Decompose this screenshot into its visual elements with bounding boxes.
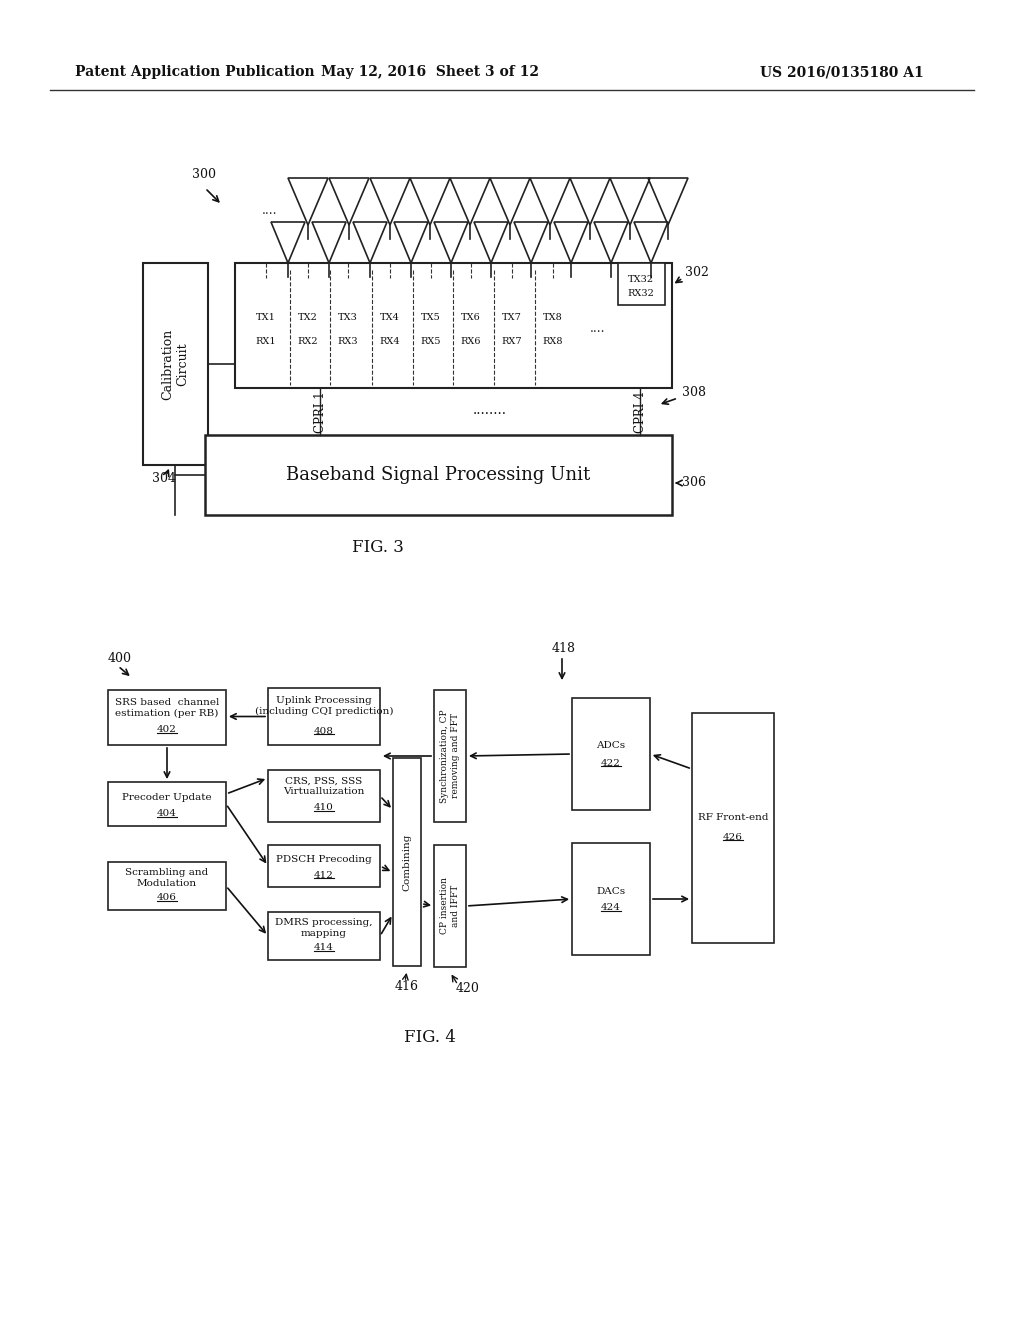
Text: TX5: TX5 [421,314,441,322]
Text: CRS, PSS, SSS
Virtualluization: CRS, PSS, SSS Virtualluization [284,776,365,796]
FancyBboxPatch shape [108,862,226,909]
FancyBboxPatch shape [434,690,466,822]
FancyBboxPatch shape [234,263,672,388]
FancyBboxPatch shape [393,758,421,966]
Text: RX32: RX32 [628,289,654,297]
Text: 412: 412 [314,870,334,879]
Text: 426: 426 [723,833,743,842]
Text: CPRI 1: CPRI 1 [313,391,327,433]
Text: RX3: RX3 [338,338,358,346]
Text: Baseband Signal Processing Unit: Baseband Signal Processing Unit [286,466,590,484]
FancyBboxPatch shape [572,698,650,810]
Text: 308: 308 [682,387,706,400]
Text: 414: 414 [314,944,334,953]
Text: 424: 424 [601,903,621,912]
Text: 300: 300 [193,169,216,181]
Text: ....: .... [262,203,278,216]
Text: FIG. 4: FIG. 4 [404,1030,456,1047]
FancyBboxPatch shape [268,688,380,744]
Text: TX2: TX2 [298,314,317,322]
FancyBboxPatch shape [572,843,650,954]
Text: RX2: RX2 [298,338,318,346]
Text: SRS based  channel
estimation (per RB): SRS based channel estimation (per RB) [115,698,219,718]
Text: 404: 404 [157,809,177,818]
Text: ADCs: ADCs [596,742,626,751]
Text: 306: 306 [682,477,706,490]
Text: TX3: TX3 [338,314,358,322]
Text: US 2016/0135180 A1: US 2016/0135180 A1 [760,65,924,79]
FancyBboxPatch shape [205,436,672,515]
Text: Scrambling and
Modulation: Scrambling and Modulation [125,869,209,887]
Text: PDSCH Precoding: PDSCH Precoding [276,854,372,863]
Text: 400: 400 [108,652,132,664]
Text: TX7: TX7 [502,314,522,322]
Text: RX1: RX1 [256,338,276,346]
Text: RX4: RX4 [380,338,400,346]
Text: 422: 422 [601,759,621,767]
Text: CP insertion
and IFFT: CP insertion and IFFT [440,878,460,935]
Text: FIG. 3: FIG. 3 [352,540,403,557]
Text: 406: 406 [157,894,177,903]
Text: TX4: TX4 [380,314,400,322]
Text: TX8: TX8 [543,314,563,322]
Text: RX7: RX7 [502,338,522,346]
Text: RF Front-end: RF Front-end [697,813,768,822]
FancyBboxPatch shape [108,690,226,744]
Text: RX6: RX6 [461,338,481,346]
FancyBboxPatch shape [618,263,665,305]
Text: 418: 418 [552,642,575,655]
Text: 408: 408 [314,726,334,735]
Text: 420: 420 [456,982,480,995]
Text: RX5: RX5 [421,338,441,346]
Text: Combining: Combining [402,833,412,891]
Text: Calibration
Circuit: Calibration Circuit [161,329,189,400]
Text: Uplink Processing
(including CQI prediction): Uplink Processing (including CQI predict… [255,696,393,715]
Text: 402: 402 [157,726,177,734]
Text: May 12, 2016  Sheet 3 of 12: May 12, 2016 Sheet 3 of 12 [321,65,539,79]
Text: RX8: RX8 [543,338,563,346]
FancyBboxPatch shape [143,263,208,465]
FancyBboxPatch shape [108,781,226,826]
Text: 410: 410 [314,804,334,813]
Text: CPRI 4: CPRI 4 [634,391,646,433]
Text: 302: 302 [685,265,709,279]
FancyBboxPatch shape [268,845,380,887]
Text: DMRS processing,
mapping: DMRS processing, mapping [275,919,373,937]
Text: Patent Application Publication: Patent Application Publication [75,65,314,79]
FancyBboxPatch shape [268,770,380,822]
Text: 416: 416 [395,979,419,993]
FancyBboxPatch shape [434,845,466,968]
Text: ....: .... [590,322,605,334]
FancyBboxPatch shape [268,912,380,960]
Text: TX1: TX1 [256,314,275,322]
Text: TX32: TX32 [628,275,654,284]
Text: Precoder Update: Precoder Update [122,792,212,801]
Text: TX6: TX6 [461,314,481,322]
FancyBboxPatch shape [692,713,774,942]
Text: ........: ........ [473,403,507,417]
Text: 304: 304 [152,471,176,484]
Text: Synchronization, CP
removing and FFT: Synchronization, CP removing and FFT [440,709,460,803]
Text: DACs: DACs [596,887,626,895]
